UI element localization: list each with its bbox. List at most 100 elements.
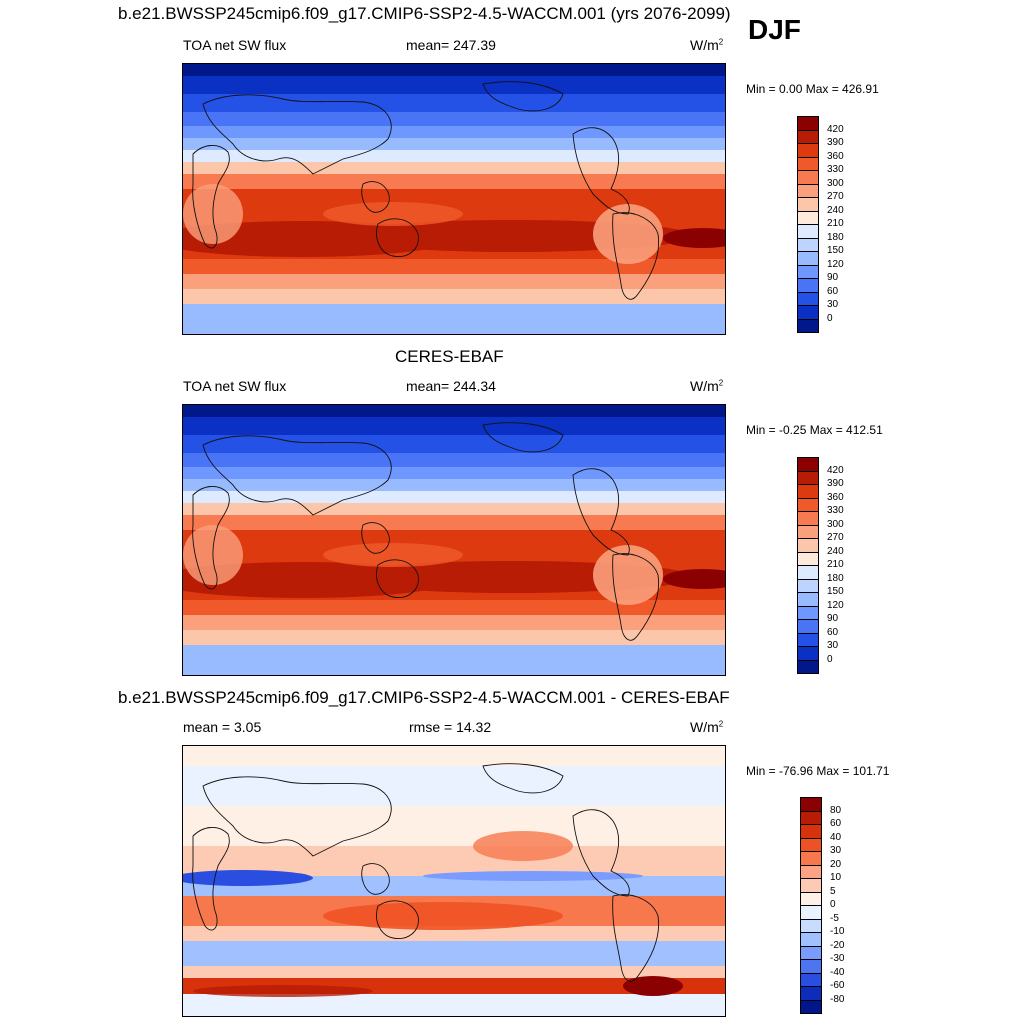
colorbar-swatch [797,511,819,526]
colorbar-tick-label: 60 [827,626,839,638]
colorbar-swatch [797,318,819,333]
colorbar-tick-label: 60 [827,285,839,297]
colorbar-swatch [797,470,819,485]
colorbar-tick-label: 330 [827,164,844,175]
colorbar-tick-label: 210 [827,218,844,229]
panel-diff-rmse-label: rmse = 14.32 [409,719,492,735]
colorbar-swatch [797,484,819,499]
map-field [183,64,725,334]
colorbar-swatch [800,797,822,812]
colorbar-swatch [797,646,819,661]
panel-obs-mean-label: mean= 244.34 [406,378,496,394]
colorbar-swatch [797,497,819,512]
colorbar-swatch [797,129,819,144]
colorbar-swatch [797,538,819,553]
colorbar-tick-label: 5 [830,885,836,897]
colorbar-tick-label: 30 [830,845,842,856]
colorbar-swatch [797,237,819,252]
colorbar-swatch [797,116,819,131]
colorbar-tick-label: 360 [827,150,844,162]
colorbar-swatch [800,851,822,866]
colorbar-tick-label: 270 [827,532,844,543]
colorbar-swatch [800,999,822,1014]
colorbar-swatch [797,224,819,239]
panel-obs-minmax: Min = -0.25 Max = 412.51 [746,423,883,437]
colorbar-swatch [797,457,819,472]
panel-diff-minmax: Min = -76.96 Max = 101.71 [746,764,890,778]
panel-model-minmax: Min = 0.00 Max = 426.91 [746,82,879,96]
colorbar-tick-label: 10 [830,872,842,883]
panel-obs-variable-label: TOA net SW flux [183,378,287,394]
colorbar-swatch [797,156,819,171]
colorbar-tick-label: 40 [830,831,842,843]
colorbar-swatch [800,945,822,960]
colorbar-tick-label: 90 [827,272,839,283]
colorbar-swatch [797,524,819,539]
colorbar-swatch [797,592,819,607]
colorbar-tick-label: 300 [827,518,844,530]
figure-title: b.e21.BWSSP245cmip6.f09_g17.CMIP6-SSP2-4… [118,4,731,23]
colorbar-swatch [797,264,819,279]
colorbar-tick-label: 420 [827,123,844,135]
colorbar-swatch [800,891,822,906]
colorbar-tick-label: -30 [830,953,845,964]
colorbar-swatch [800,878,822,893]
colorbar-tick-label: 270 [827,191,844,202]
colorbar-tick-label: -60 [830,980,845,991]
colorbar-tick-label: 20 [830,858,842,870]
colorbar-tick-label: 150 [827,586,844,597]
colorbar-swatch [797,143,819,158]
colorbar-tick-label: 120 [827,599,844,611]
colorbar-tick-label: 360 [827,491,844,503]
colorbar-swatch [797,605,819,620]
colorbar-tick-label: 420 [827,464,844,476]
colorbar-swatch [800,810,822,825]
colorbar-tick-label: 330 [827,505,844,516]
colorbar-swatch [800,986,822,1001]
colorbar-swatch [800,959,822,974]
colorbar-tick-label: 0 [827,653,833,665]
colorbar-tick-label: 240 [827,204,844,216]
colorbar-swatch [797,183,819,198]
colorbar-swatch [797,578,819,593]
colorbar-tick-label: 390 [827,137,844,148]
panel-diff-mean-label: mean = 3.05 [183,719,262,735]
map-field [183,746,725,1016]
colorbar-swatch [800,918,822,933]
colorbar-tick-label: 30 [827,299,839,310]
colorbar-swatch [797,551,819,566]
panel-model-map [182,63,726,335]
panel-obs-subtitle: CERES-EBAF [395,347,504,366]
panel-model-units: W/m2 [690,37,724,53]
colorbar-swatch [797,210,819,225]
colorbar-swatch [797,565,819,580]
colorbar-tick-label: 0 [827,312,833,324]
panel-diff-units: W/m2 [690,719,724,735]
colorbar-swatch [800,824,822,839]
map-field [183,405,725,675]
colorbar-tick-label: 180 [827,572,844,584]
panel-obs-map [182,404,726,676]
colorbar-swatch [797,305,819,320]
colorbar-tick-label: -80 [830,993,845,1005]
colorbar-swatch [797,619,819,634]
colorbar-swatch [797,197,819,212]
colorbar-tick-label: 60 [830,818,842,829]
colorbar-swatch [800,864,822,879]
colorbar-swatch [797,291,819,306]
colorbar-swatch [797,251,819,266]
colorbar-tick-label: 150 [827,245,844,256]
colorbar-tick-label: -10 [830,926,845,937]
panel-model-variable-label: TOA net SW flux [183,37,287,53]
colorbar-swatch [797,632,819,647]
panel-model-mean-label: mean= 247.39 [406,37,496,53]
colorbar-tick-label: 300 [827,177,844,189]
panel-obs-units: W/m2 [690,378,724,394]
colorbar-tick-label: 210 [827,559,844,570]
colorbar-tick-label: 80 [830,804,842,816]
colorbar-tick-label: -20 [830,939,845,951]
colorbar-swatch [797,659,819,674]
colorbar-tick-label: -5 [830,912,839,924]
colorbar-swatch [797,170,819,185]
colorbar-swatch [800,905,822,920]
